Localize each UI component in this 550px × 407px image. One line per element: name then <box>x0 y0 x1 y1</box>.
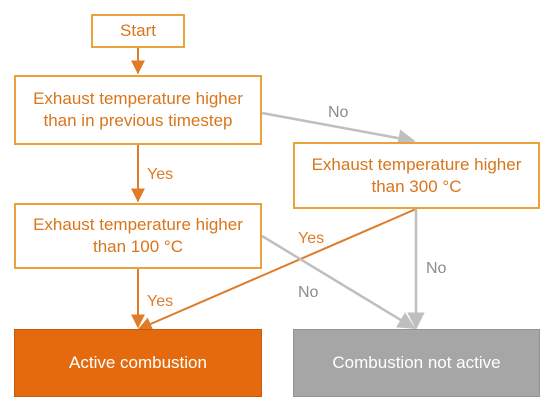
decision-higher-than-100c: Exhaust temperature higher than 100 °C <box>14 203 262 269</box>
edge-label-previous-yes: Yes <box>147 166 173 183</box>
outcome-active-combustion: Active combustion <box>14 329 262 397</box>
edge-label-previous-no: No <box>328 104 349 121</box>
start-node: Start <box>91 14 185 48</box>
edge-label-t100-yes: Yes <box>147 293 173 310</box>
connector-t300-yes <box>137 208 417 331</box>
decision-higher-than-300c: Exhaust temperature higher than 300 °C <box>293 142 540 209</box>
decision-higher-than-previous-timestep: Exhaust temperature higher than in previ… <box>14 75 262 145</box>
edge-label-t300-yes: Yes <box>298 230 324 247</box>
edge-label-t300-no: No <box>426 260 447 277</box>
edge-label-t100-no: No <box>298 284 319 301</box>
connector-previous-no <box>261 111 416 147</box>
outcome-combustion-not-active: Combustion not active <box>293 329 540 397</box>
connector-t100-no <box>261 234 416 330</box>
